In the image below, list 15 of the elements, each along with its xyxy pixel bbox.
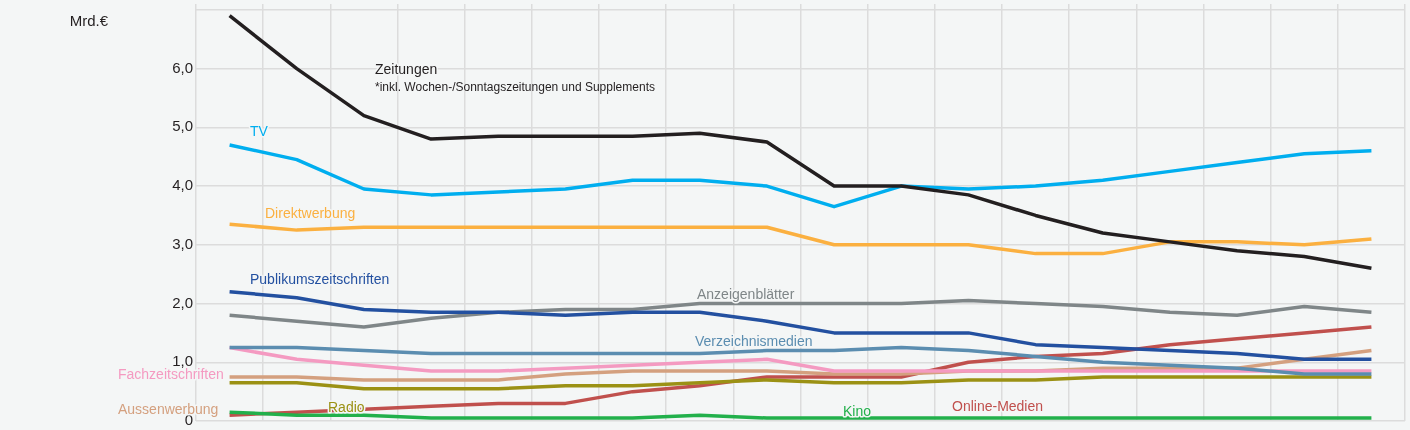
y-tick-label: 3,0 bbox=[172, 234, 193, 252]
series-label: Direktwerbung bbox=[265, 204, 356, 221]
series-label: Anzeigenblätter bbox=[697, 285, 795, 302]
text: Online-Medien bbox=[952, 397, 1044, 414]
annotation: *inkl. Wochen-/Sonntagszeitungen und Supplements bbox=[375, 80, 655, 95]
series-label: TV bbox=[250, 122, 269, 139]
text: Zeitungen bbox=[375, 60, 438, 77]
y-tick-label: 4,0 bbox=[172, 176, 193, 194]
y-tick-label: 2,0 bbox=[172, 293, 193, 311]
series-label: Publikumszeitschriften bbox=[250, 270, 390, 287]
y-tick-label: 5,0 bbox=[172, 117, 193, 135]
series-label: Kino bbox=[843, 402, 872, 419]
y-axis-title: Mrd.€ bbox=[69, 12, 109, 30]
series-label: Verzeichnismedien bbox=[695, 332, 813, 349]
y-tick-label: 6,0 bbox=[172, 58, 193, 76]
